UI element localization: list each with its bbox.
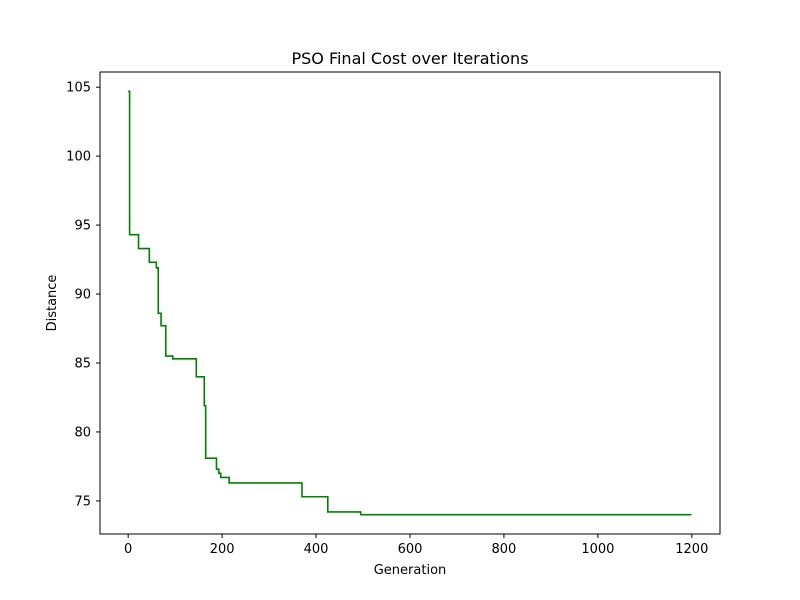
y-tick-label: 90 [74, 288, 91, 303]
y-tick-label: 80 [74, 425, 91, 440]
x-tick-label: 200 [210, 542, 235, 557]
x-tick-label: 400 [304, 542, 329, 557]
y-tick-label: 100 [66, 150, 91, 165]
x-tick-label: 1200 [675, 542, 708, 557]
plot-area-frame [99, 71, 721, 535]
y-tick-label: 85 [74, 356, 91, 371]
x-tick-label: 0 [124, 542, 132, 557]
x-tick-label: 600 [398, 542, 423, 557]
y-tick-label: 105 [66, 81, 91, 96]
y-axis-label: Distance [45, 275, 60, 332]
x-tick-label: 1000 [581, 542, 614, 557]
x-tick-label: 800 [492, 542, 517, 557]
y-tick-label: 95 [74, 219, 91, 234]
y-tick-label: 75 [74, 494, 91, 509]
series-line-0 [128, 90, 692, 516]
x-axis-label: Generation [374, 563, 447, 578]
chart-title: PSO Final Cost over Iterations [291, 49, 528, 68]
